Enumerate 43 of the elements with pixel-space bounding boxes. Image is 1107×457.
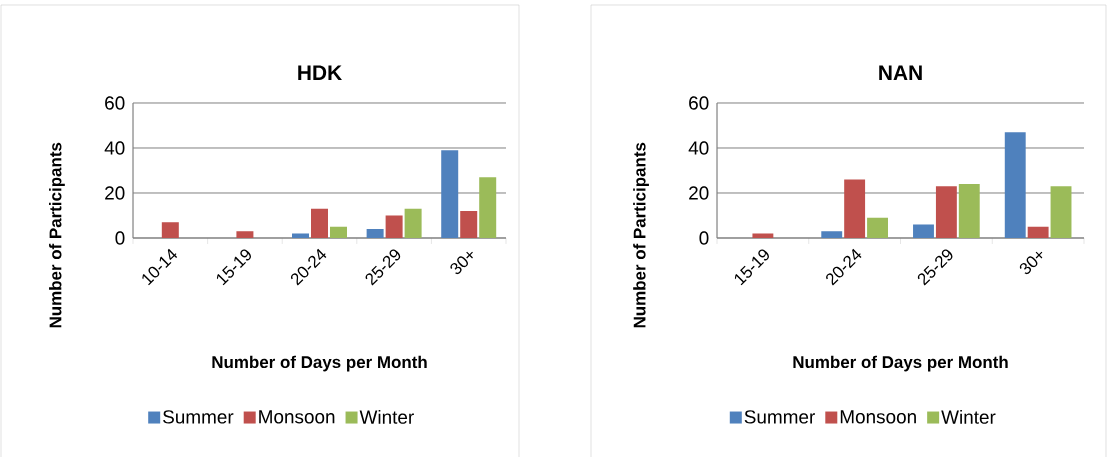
legend-label: Monsoon (840, 410, 916, 424)
bar (404, 208, 422, 238)
legend-label: Winter (359, 409, 414, 424)
bar (935, 186, 957, 238)
x-tick-label: 30+ (450, 251, 473, 275)
bar (441, 150, 459, 238)
y-tick-label: 20 (689, 186, 709, 200)
y-tick-label: 20 (105, 186, 125, 200)
y-tick-label: 0 (699, 231, 709, 245)
x-tick-label: 30+ (1019, 251, 1043, 275)
y-tick-label: 40 (688, 141, 709, 155)
bar (460, 210, 478, 238)
legend-label: Summer (163, 410, 234, 424)
bar (330, 226, 347, 238)
y-tick-label: 0 (115, 231, 125, 245)
x-axis-title: Number of Days per Month (793, 355, 1008, 372)
y-tick-label: 40 (104, 141, 125, 155)
legend-label: Monsoon (259, 410, 335, 424)
bar (913, 224, 934, 238)
x-axis-title: Number of Days per Month (212, 355, 427, 372)
chart-title: NAN (879, 65, 922, 80)
bar (366, 228, 384, 238)
y-tick-label: 60 (105, 96, 125, 110)
chart-title: HDK (298, 65, 342, 80)
bar (385, 215, 403, 238)
bar (1050, 186, 1072, 238)
bar (236, 231, 254, 238)
bar (844, 179, 866, 238)
y-axis-title: Number of Participants (633, 142, 649, 328)
y-tick-label: 60 (689, 96, 709, 110)
bar (311, 208, 329, 238)
bar (867, 217, 888, 238)
bar (752, 233, 774, 238)
bar (479, 177, 497, 238)
legend-label: Summer (744, 410, 815, 424)
bar (821, 231, 843, 238)
bar (161, 222, 179, 238)
legend-label: Winter (941, 409, 996, 424)
y-axis-title: Number of Participants (49, 142, 65, 328)
bar (1004, 132, 1026, 238)
bar (1027, 226, 1049, 238)
bar (292, 233, 310, 238)
bar (958, 183, 980, 238)
